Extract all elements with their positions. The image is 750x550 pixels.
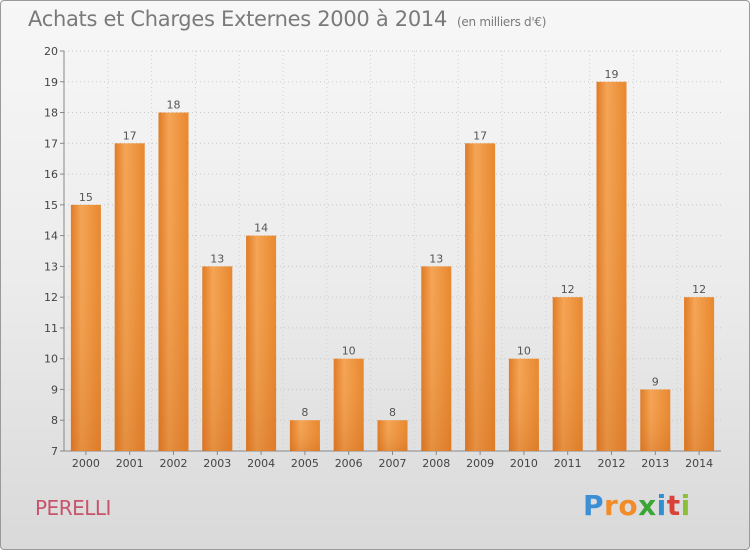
x-tick-label-2001: 2001 <box>116 457 144 470</box>
value-label-2003: 13 <box>210 252 224 265</box>
bar-shade-2013 <box>640 389 671 451</box>
y-tick-label: 19 <box>44 76 58 89</box>
axis-layer: 7 8 9 10 11 12 13 14 15 16 17 18 19 20 <box>44 45 721 458</box>
x-tick-label-2014: 2014 <box>685 457 713 470</box>
y-tick-label: 15 <box>44 199 58 212</box>
bar-shade-2004 <box>246 235 277 451</box>
logo-letter: o <box>618 489 639 522</box>
y-tick-label: 10 <box>44 353 58 366</box>
bar-shade-2012 <box>596 81 627 452</box>
city-name: PERELLI <box>35 496 111 520</box>
bar-shade-2000 <box>70 204 101 451</box>
value-label-2014: 12 <box>692 283 706 296</box>
label-layer: 2000 15 2001 17 2002 18 2003 13 2004 14 2005 8 2006 1… <box>72 68 713 470</box>
value-label-2004: 14 <box>254 222 268 235</box>
x-tick-label-2006: 2006 <box>335 457 363 470</box>
x-tick-label-2009: 2009 <box>466 457 494 470</box>
bar-shade-2010 <box>508 358 539 451</box>
x-tick-label-2007: 2007 <box>379 457 407 470</box>
logo-letter: t <box>666 489 681 522</box>
value-label-2000: 15 <box>79 191 93 204</box>
x-tick-label-2008: 2008 <box>422 457 450 470</box>
bar-shade-2002 <box>158 112 189 452</box>
bar-shade-2006 <box>333 358 364 451</box>
bar-shade-2003 <box>202 266 233 451</box>
logo-letter: x <box>638 489 657 522</box>
value-label-2010: 10 <box>517 345 531 358</box>
x-tick-label-2012: 2012 <box>598 457 626 470</box>
logo-letter: i <box>680 489 691 522</box>
y-tick-label: 12 <box>44 291 58 304</box>
y-tick-label: 20 <box>44 45 58 58</box>
y-tick-label: 7 <box>51 445 58 458</box>
bar-shade-2011 <box>552 297 583 451</box>
value-label-2002: 18 <box>167 99 181 112</box>
logo-letter: i <box>656 489 667 522</box>
x-tick-label-2011: 2011 <box>554 457 582 470</box>
bar-shade-2008 <box>421 266 452 451</box>
x-tick-label-2003: 2003 <box>203 457 231 470</box>
x-tick-label-2002: 2002 <box>160 457 188 470</box>
value-label-2008: 13 <box>429 252 443 265</box>
y-tick-label: 17 <box>44 137 58 150</box>
y-tick-label: 18 <box>44 107 58 120</box>
bar-layer <box>70 81 715 452</box>
value-label-2006: 10 <box>342 345 356 358</box>
y-tick-label: 8 <box>51 414 58 427</box>
x-tick-label-2010: 2010 <box>510 457 538 470</box>
chart-title-text: Achats et Charges Externes 2000 à 2014 <box>28 7 448 31</box>
chart-title: Achats et Charges Externes 2000 à 2014 (e… <box>28 7 546 31</box>
chart-subtitle: (en milliers d'€) <box>457 15 547 29</box>
bar-shade-2001 <box>114 143 145 452</box>
y-tick-label: 9 <box>51 383 58 396</box>
value-label-2001: 17 <box>123 129 137 142</box>
x-tick-label-2013: 2013 <box>641 457 669 470</box>
bar-shade-2007 <box>377 420 408 451</box>
value-label-2012: 19 <box>605 68 619 81</box>
value-label-2013: 9 <box>652 375 659 388</box>
value-label-2005: 8 <box>301 406 308 419</box>
value-label-2011: 12 <box>561 283 575 296</box>
value-label-2009: 17 <box>473 129 487 142</box>
y-tick-label: 11 <box>44 322 58 335</box>
proxiti-logo: Proxiti <box>583 489 691 522</box>
y-tick-label: 14 <box>44 230 58 243</box>
bar-shade-2005 <box>289 420 320 451</box>
logo-letter: P <box>583 489 605 522</box>
y-tick-label: 13 <box>44 260 58 273</box>
logo-letter: r <box>604 489 619 522</box>
value-label-2007: 8 <box>389 406 396 419</box>
bar-shade-2009 <box>465 143 496 452</box>
bar-shade-2014 <box>684 297 715 451</box>
x-tick-label-2005: 2005 <box>291 457 319 470</box>
x-tick-label-2000: 2000 <box>72 457 100 470</box>
y-tick-label: 16 <box>44 168 58 181</box>
x-tick-label-2004: 2004 <box>247 457 275 470</box>
